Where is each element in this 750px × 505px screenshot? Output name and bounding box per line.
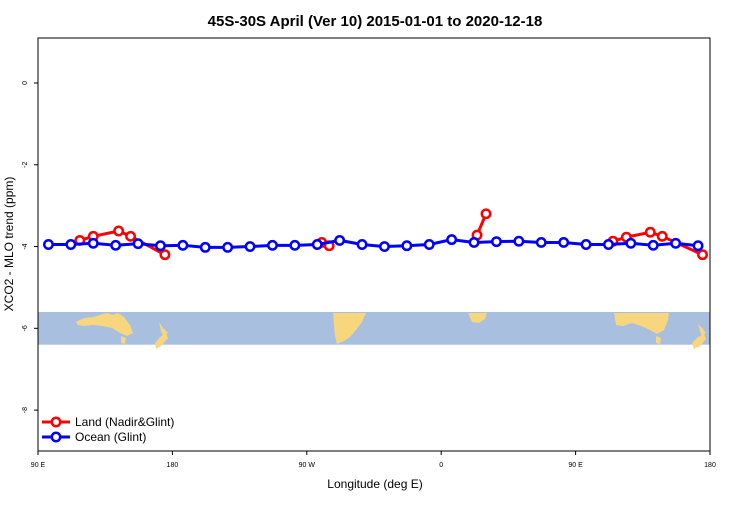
- series-ocean-point: [155, 240, 166, 252]
- map-landmass: [614, 313, 669, 334]
- axis-ticks: 90 E 180 90 W 0 90 E 180 0 -2 -4 -6 -8: [22, 81, 716, 469]
- series-ocean-point: [401, 240, 413, 252]
- legend-land-marker: [50, 416, 62, 428]
- y-tick-label: 0: [22, 81, 29, 85]
- series-ocean-point: [87, 237, 99, 249]
- series-land-point: [159, 249, 171, 261]
- map-landmass: [121, 336, 126, 344]
- series-ocean-point: [625, 237, 637, 249]
- map-landmass: [155, 333, 168, 349]
- y-tick-label: -6: [22, 325, 29, 331]
- legend: Land (Nadir&Glint) Ocean (Glint): [42, 415, 174, 444]
- series-ocean-point: [244, 241, 256, 252]
- series-ocean-point: [468, 237, 480, 248]
- y-tick-label: -4: [22, 243, 29, 249]
- data-series: [43, 208, 708, 261]
- series-ocean-point: [43, 239, 54, 250]
- series-ocean-point: [311, 239, 323, 250]
- series-ocean-point: [446, 234, 458, 246]
- map-landmass: [468, 313, 487, 323]
- series-ocean-point: [670, 237, 682, 249]
- series-ocean-point: [267, 239, 278, 251]
- y-tick-label: -8: [22, 407, 29, 413]
- series-ocean-point: [423, 239, 435, 250]
- legend-ocean-marker: [50, 431, 62, 443]
- series-land-point: [656, 230, 668, 242]
- series-ocean-point: [289, 239, 301, 251]
- series-ocean-point: [535, 237, 547, 248]
- map-landmass: [76, 313, 133, 336]
- x-tick-label: 90 E: [568, 462, 583, 469]
- series-ocean-point: [580, 239, 592, 250]
- map-ocean: [38, 311, 710, 345]
- series-land-point: [113, 225, 125, 237]
- series-ocean-point: [65, 239, 77, 250]
- series-land: [74, 208, 708, 261]
- x-tick-label: 90 W: [299, 462, 316, 469]
- series-ocean-point: [356, 239, 368, 250]
- world-map-strip: [38, 311, 710, 349]
- series-ocean-point: [199, 241, 211, 253]
- map-landmass: [656, 336, 661, 344]
- series-ocean-point: [379, 241, 390, 252]
- series-ocean-point: [334, 234, 346, 246]
- map-landmass: [698, 324, 706, 336]
- x-tick-label: 90 E: [31, 462, 46, 469]
- x-tick-label: 0: [439, 462, 443, 469]
- map-landmass: [333, 313, 366, 344]
- y-tick-label: -2: [22, 162, 29, 168]
- chart-title: 45S-30S April (Ver 10) 2015-01-01 to 202…: [208, 13, 543, 30]
- map-landmass: [692, 334, 706, 349]
- series-ocean-point: [222, 241, 234, 253]
- series-ocean-point: [177, 239, 189, 251]
- series-ocean-point: [132, 238, 144, 250]
- series-ocean-point: [110, 239, 122, 251]
- series-land-point: [697, 249, 708, 261]
- series-ocean: [43, 234, 704, 253]
- map-landmass: [159, 322, 168, 336]
- y-axis-label: XCO2 - MLO trend (ppm): [2, 177, 16, 312]
- series-ocean-point: [513, 235, 525, 247]
- legend-ocean-label: Ocean (Glint): [75, 430, 146, 444]
- x-axis-label: Longitude (deg E): [327, 477, 422, 491]
- x-tick-label: 180: [167, 462, 179, 469]
- series-ocean-point: [692, 240, 704, 252]
- series-land-point: [644, 226, 656, 238]
- legend-land-label: Land (Nadir&Glint): [75, 415, 174, 429]
- series-land-point: [480, 208, 492, 220]
- series-ocean-point: [647, 239, 659, 251]
- series-ocean-point: [603, 239, 614, 250]
- x-tick-label: 180: [704, 462, 716, 469]
- plot-frame: [37, 37, 711, 452]
- series-ocean-point: [558, 237, 570, 248]
- series-ocean-point: [491, 236, 502, 248]
- series-land-point: [125, 230, 137, 242]
